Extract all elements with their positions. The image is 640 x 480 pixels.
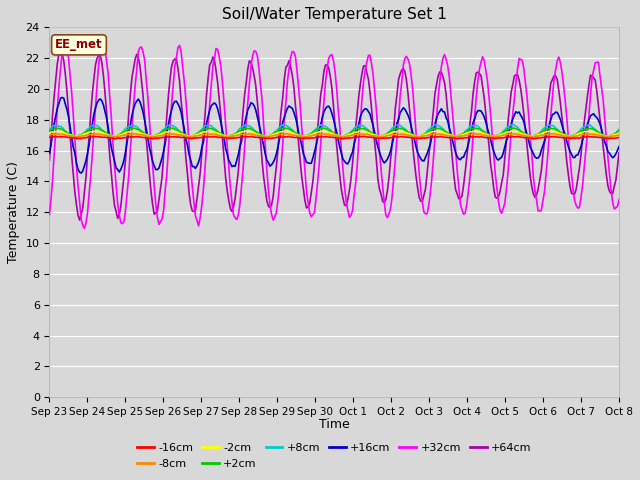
Title: Soil/Water Temperature Set 1: Soil/Water Temperature Set 1 — [222, 7, 447, 22]
Legend: -16cm, -8cm, -2cm, +2cm, +8cm, +16cm, +32cm, +64cm: -16cm, -8cm, -2cm, +2cm, +8cm, +16cm, +3… — [132, 439, 536, 473]
Text: EE_met: EE_met — [55, 38, 103, 51]
Y-axis label: Temperature (C): Temperature (C) — [7, 161, 20, 263]
X-axis label: Time: Time — [319, 419, 349, 432]
